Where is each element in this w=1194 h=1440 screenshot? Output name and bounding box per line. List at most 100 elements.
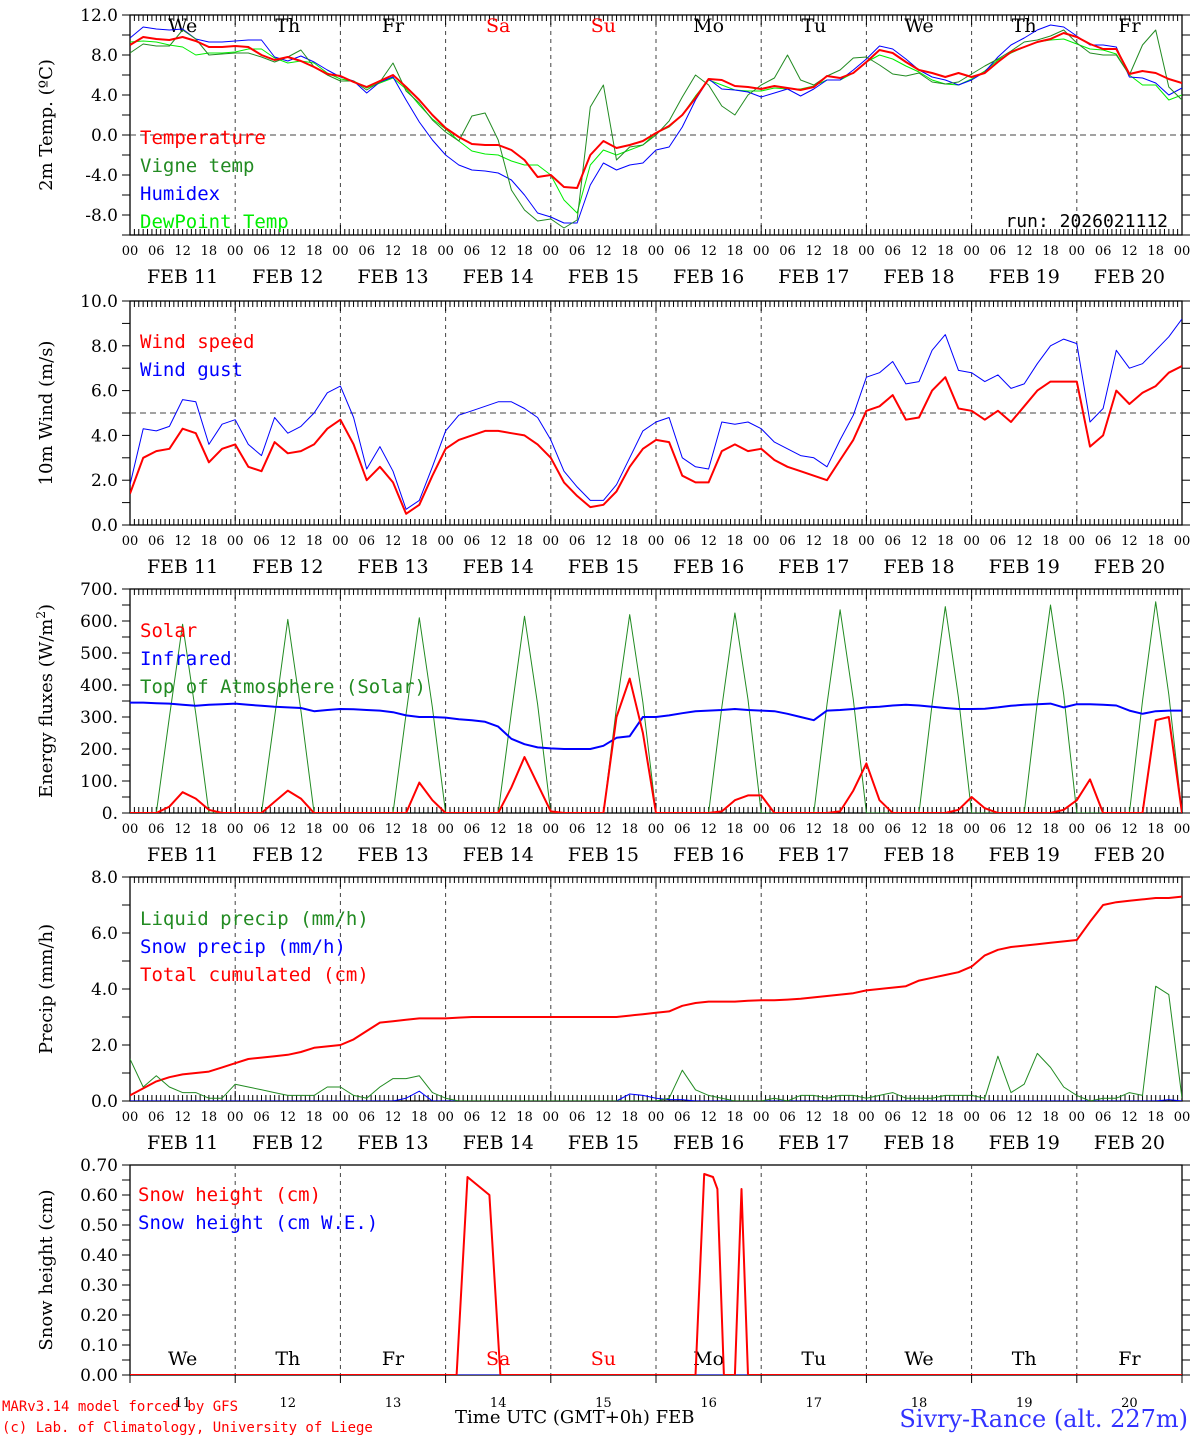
hour-label: 06 bbox=[253, 534, 270, 549]
hour-label: 12 bbox=[385, 244, 402, 259]
hour-label: 06 bbox=[1095, 822, 1112, 837]
day-name-label: Su bbox=[591, 15, 616, 37]
day-name-label: Su bbox=[591, 1348, 616, 1370]
y-tick-label: 4.0 bbox=[91, 426, 118, 446]
date-label: FEB 19 bbox=[989, 1132, 1060, 1154]
hour-label: 12 bbox=[385, 1110, 402, 1125]
hour-label: 06 bbox=[148, 1110, 165, 1125]
series-line-humidex bbox=[130, 24, 1182, 224]
day-name-label: Th bbox=[275, 15, 300, 37]
day-number-label: 11 bbox=[174, 1396, 191, 1411]
hour-label: 18 bbox=[937, 1110, 954, 1125]
y-tick-label: 0.40 bbox=[80, 1246, 118, 1266]
hour-label: 18 bbox=[516, 1110, 533, 1125]
hour-label: 00 bbox=[858, 1110, 875, 1125]
hour-label: 18 bbox=[621, 534, 638, 549]
hour-label: 00 bbox=[1069, 822, 1086, 837]
series-line-snow-precip-mm-h- bbox=[130, 1090, 1182, 1101]
hour-label: 12 bbox=[1121, 244, 1138, 259]
hour-label: 12 bbox=[490, 244, 507, 259]
date-label: FEB 13 bbox=[357, 556, 428, 578]
hour-label: 12 bbox=[806, 534, 823, 549]
y-tick-label: 0.00 bbox=[80, 1366, 118, 1386]
date-label: FEB 13 bbox=[357, 1132, 428, 1154]
date-label: FEB 11 bbox=[147, 266, 218, 288]
hour-label: 00 bbox=[1069, 244, 1086, 259]
y-axis-title: Snow height (cm) bbox=[36, 1189, 57, 1350]
hour-label: 12 bbox=[1016, 822, 1033, 837]
date-label: FEB 13 bbox=[357, 266, 428, 288]
hour-label: 18 bbox=[411, 1110, 428, 1125]
hour-label: 12 bbox=[280, 244, 297, 259]
legend-entry: Wind speed bbox=[140, 331, 254, 353]
y-tick-label: 0.0 bbox=[91, 1092, 118, 1112]
date-label: FEB 11 bbox=[147, 1132, 218, 1154]
hour-label: 00 bbox=[963, 534, 980, 549]
hour-label: 18 bbox=[1042, 1110, 1059, 1125]
panel-1: 12.0 8.0 4.0 0.0 -4.0 -8.0 2m Temp. (ºC) 00 06 12… bbox=[36, 6, 1190, 288]
hour-label: 06 bbox=[148, 244, 165, 259]
hour-label: 06 bbox=[358, 1110, 375, 1125]
hour-label: 18 bbox=[1042, 822, 1059, 837]
hour-label: 06 bbox=[884, 822, 901, 837]
hour-label: 18 bbox=[727, 1110, 744, 1125]
legend-entry: DewPoint Temp bbox=[140, 211, 289, 233]
day-name-label: We bbox=[168, 15, 197, 37]
date-label: FEB 18 bbox=[883, 556, 954, 578]
date-label: FEB 19 bbox=[989, 266, 1060, 288]
date-label: FEB 13 bbox=[357, 844, 428, 866]
legend-entry: Snow precip (mm/h) bbox=[140, 936, 346, 958]
date-label: FEB 12 bbox=[252, 266, 323, 288]
day-name-label: Tu bbox=[801, 1348, 826, 1370]
y-tick-label: 4.0 bbox=[91, 86, 118, 106]
hour-label: 18 bbox=[832, 1110, 849, 1125]
day-number-label: 20 bbox=[1121, 1396, 1138, 1411]
hour-label: 12 bbox=[1016, 244, 1033, 259]
date-label: FEB 18 bbox=[883, 844, 954, 866]
hour-label: 18 bbox=[727, 534, 744, 549]
hour-label: 18 bbox=[832, 244, 849, 259]
hour-label: 18 bbox=[621, 822, 638, 837]
day-name-label: Tu bbox=[801, 15, 826, 37]
day-name-label: Fr bbox=[1118, 15, 1141, 37]
legend-entry: Liquid precip (mm/h) bbox=[140, 908, 369, 930]
station-label: Sivry-Rance (alt. 227m) bbox=[899, 1405, 1188, 1433]
y-tick-label: 300. bbox=[80, 708, 118, 728]
hour-label: 18 bbox=[201, 534, 218, 549]
hour-label: 06 bbox=[464, 534, 481, 549]
date-label: FEB 14 bbox=[463, 844, 534, 866]
hour-label: 00 bbox=[227, 534, 244, 549]
y-tick-label: 8.0 bbox=[91, 868, 118, 888]
y-tick-label: 0.10 bbox=[80, 1336, 118, 1356]
y-tick-label: 0.50 bbox=[80, 1216, 118, 1236]
hour-label: 12 bbox=[280, 1110, 297, 1125]
day-number-label: 17 bbox=[806, 1396, 823, 1411]
y-tick-label: 2.0 bbox=[91, 1036, 118, 1056]
hour-label: 00 bbox=[858, 534, 875, 549]
series-line-total-cumulated-cm- bbox=[130, 895, 1182, 1097]
hour-label-end: 00 bbox=[1174, 244, 1191, 259]
date-label: FEB 17 bbox=[778, 844, 849, 866]
day-number-label: 19 bbox=[1016, 1396, 1033, 1411]
hour-label: 12 bbox=[280, 822, 297, 837]
hour-label: 12 bbox=[1121, 822, 1138, 837]
y-tick-label: 0.20 bbox=[80, 1306, 118, 1326]
hour-label: 00 bbox=[753, 244, 770, 259]
day-name-label: Sa bbox=[486, 1348, 510, 1370]
hour-label: 00 bbox=[543, 1110, 560, 1125]
hour-label: 00 bbox=[332, 244, 349, 259]
y-tick-label: -4.0 bbox=[85, 166, 118, 186]
hour-label: 00 bbox=[648, 1110, 665, 1125]
hour-label: 12 bbox=[911, 244, 928, 259]
hour-label: 12 bbox=[595, 534, 612, 549]
hour-label: 18 bbox=[832, 534, 849, 549]
hour-label: 12 bbox=[806, 1110, 823, 1125]
y-axis-title-end: ) bbox=[36, 604, 57, 611]
date-label: FEB 11 bbox=[147, 844, 218, 866]
y-tick-label: 0.0 bbox=[91, 126, 118, 146]
hour-label: 12 bbox=[806, 244, 823, 259]
hour-label: 12 bbox=[490, 822, 507, 837]
hour-label: 06 bbox=[779, 1110, 796, 1125]
hour-label: 00 bbox=[963, 822, 980, 837]
y-axis-title: 2m Temp. (ºC) bbox=[36, 59, 57, 191]
